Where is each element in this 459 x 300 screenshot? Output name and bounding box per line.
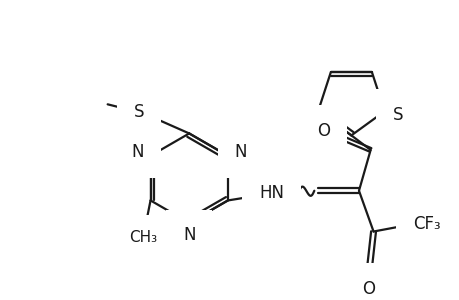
Text: O: O	[361, 280, 375, 298]
Text: N: N	[131, 143, 144, 161]
Text: HN: HN	[258, 184, 284, 202]
Text: S: S	[133, 103, 144, 121]
Text: S: S	[392, 106, 403, 124]
Text: N: N	[234, 143, 246, 161]
Text: CF₃: CF₃	[412, 215, 440, 233]
Text: N: N	[183, 226, 195, 244]
Text: O: O	[317, 122, 330, 140]
Text: CH₃: CH₃	[129, 230, 157, 245]
